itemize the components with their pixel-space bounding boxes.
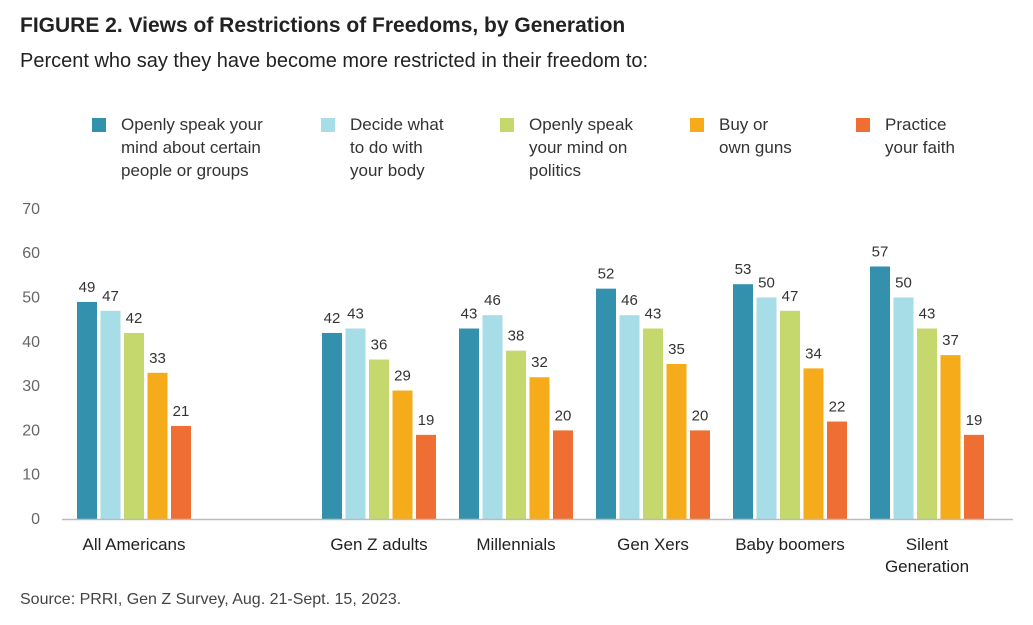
y-tick-label: 0 [31,511,40,528]
data-label: 42 [126,310,143,327]
y-tick-label: 70 [22,201,40,218]
category-label: Gen Xers [617,535,689,554]
data-label: 19 [418,412,435,429]
data-label: 53 [735,261,752,278]
legend-label: Practice [885,115,946,134]
data-label: 20 [692,407,709,424]
bar [827,421,847,519]
bar [553,430,573,519]
category-label: Millennials [476,535,555,554]
bar [392,390,413,519]
legend-swatch [500,118,514,132]
legend-label: your mind on [529,138,627,157]
data-label: 43 [645,306,662,323]
data-label: 43 [347,306,364,323]
data-label: 33 [149,350,166,367]
legend-swatch [321,118,335,132]
bar [596,288,616,519]
data-label: 35 [668,341,685,358]
legend-label: your body [350,161,425,180]
bar [619,315,640,519]
bar [171,425,191,519]
data-label: 50 [758,275,775,292]
category-label: Silent [906,535,949,554]
data-label: 46 [484,292,501,309]
data-label: 36 [371,337,388,354]
bar [964,434,984,519]
bar [506,350,526,519]
data-label: 38 [508,328,525,345]
bar [666,363,687,519]
legend-label: Openly speak your [121,115,263,134]
category-label: All Americans [83,535,186,554]
bar [756,297,777,519]
data-label: 57 [872,243,889,260]
category-label: Gen Z adults [330,535,427,554]
bar [917,328,937,519]
source-note: Source: PRRI, Gen Z Survey, Aug. 21-Sept… [20,591,402,608]
chart-subtitle: Percent who say they have become more re… [20,50,649,72]
category-label: Generation [885,557,969,576]
data-label: 21 [173,403,190,420]
data-label: 32 [531,354,548,371]
bar [803,368,824,519]
data-label: 34 [805,345,822,362]
data-label: 37 [942,332,959,349]
data-label: 47 [102,288,119,305]
data-label: 43 [461,306,478,323]
data-label: 49 [79,279,96,296]
data-label: 43 [919,306,936,323]
y-tick-label: 40 [22,334,40,351]
bar [893,297,914,519]
bar [940,355,961,519]
bar [733,284,753,519]
data-label: 46 [621,292,638,309]
y-tick-label: 30 [22,378,40,395]
data-label: 52 [598,266,615,283]
y-tick-label: 50 [22,290,40,307]
legend-label: people or groups [121,161,249,180]
bar [643,328,663,519]
chart-title: FIGURE 2. Views of Restrictions of Freed… [20,14,626,37]
bar [369,359,389,519]
y-tick-label: 20 [22,422,40,439]
data-label: 42 [324,310,341,327]
bar [780,310,800,519]
data-label: 47 [782,288,799,305]
legend-label: mind about certain [121,138,261,157]
legend-label: own guns [719,138,792,157]
data-label: 20 [555,407,572,424]
bar [529,377,550,519]
data-label: 19 [966,412,983,429]
bar [482,315,503,519]
legend-label: Buy or [719,115,768,134]
legend-label: to do with [350,138,423,157]
bar [77,301,97,519]
y-tick-label: 10 [22,467,40,484]
legend-swatch [690,118,704,132]
data-label: 50 [895,275,912,292]
bar [147,372,168,519]
bar [345,328,366,519]
legend-swatch [92,118,106,132]
legend-label: Openly speak [529,115,633,134]
bar [870,266,890,519]
data-label: 29 [394,368,411,385]
legend-label: politics [529,161,581,180]
bar [459,328,479,519]
bar [690,430,710,519]
data-label: 22 [829,399,846,416]
bar [322,332,342,519]
bar [124,332,144,519]
category-label: Baby boomers [735,535,845,554]
legend-swatch [856,118,870,132]
y-tick-label: 60 [22,245,40,262]
bar [416,434,436,519]
legend-label: Decide what [350,115,444,134]
legend-label: your faith [885,138,955,157]
bar [100,310,121,519]
